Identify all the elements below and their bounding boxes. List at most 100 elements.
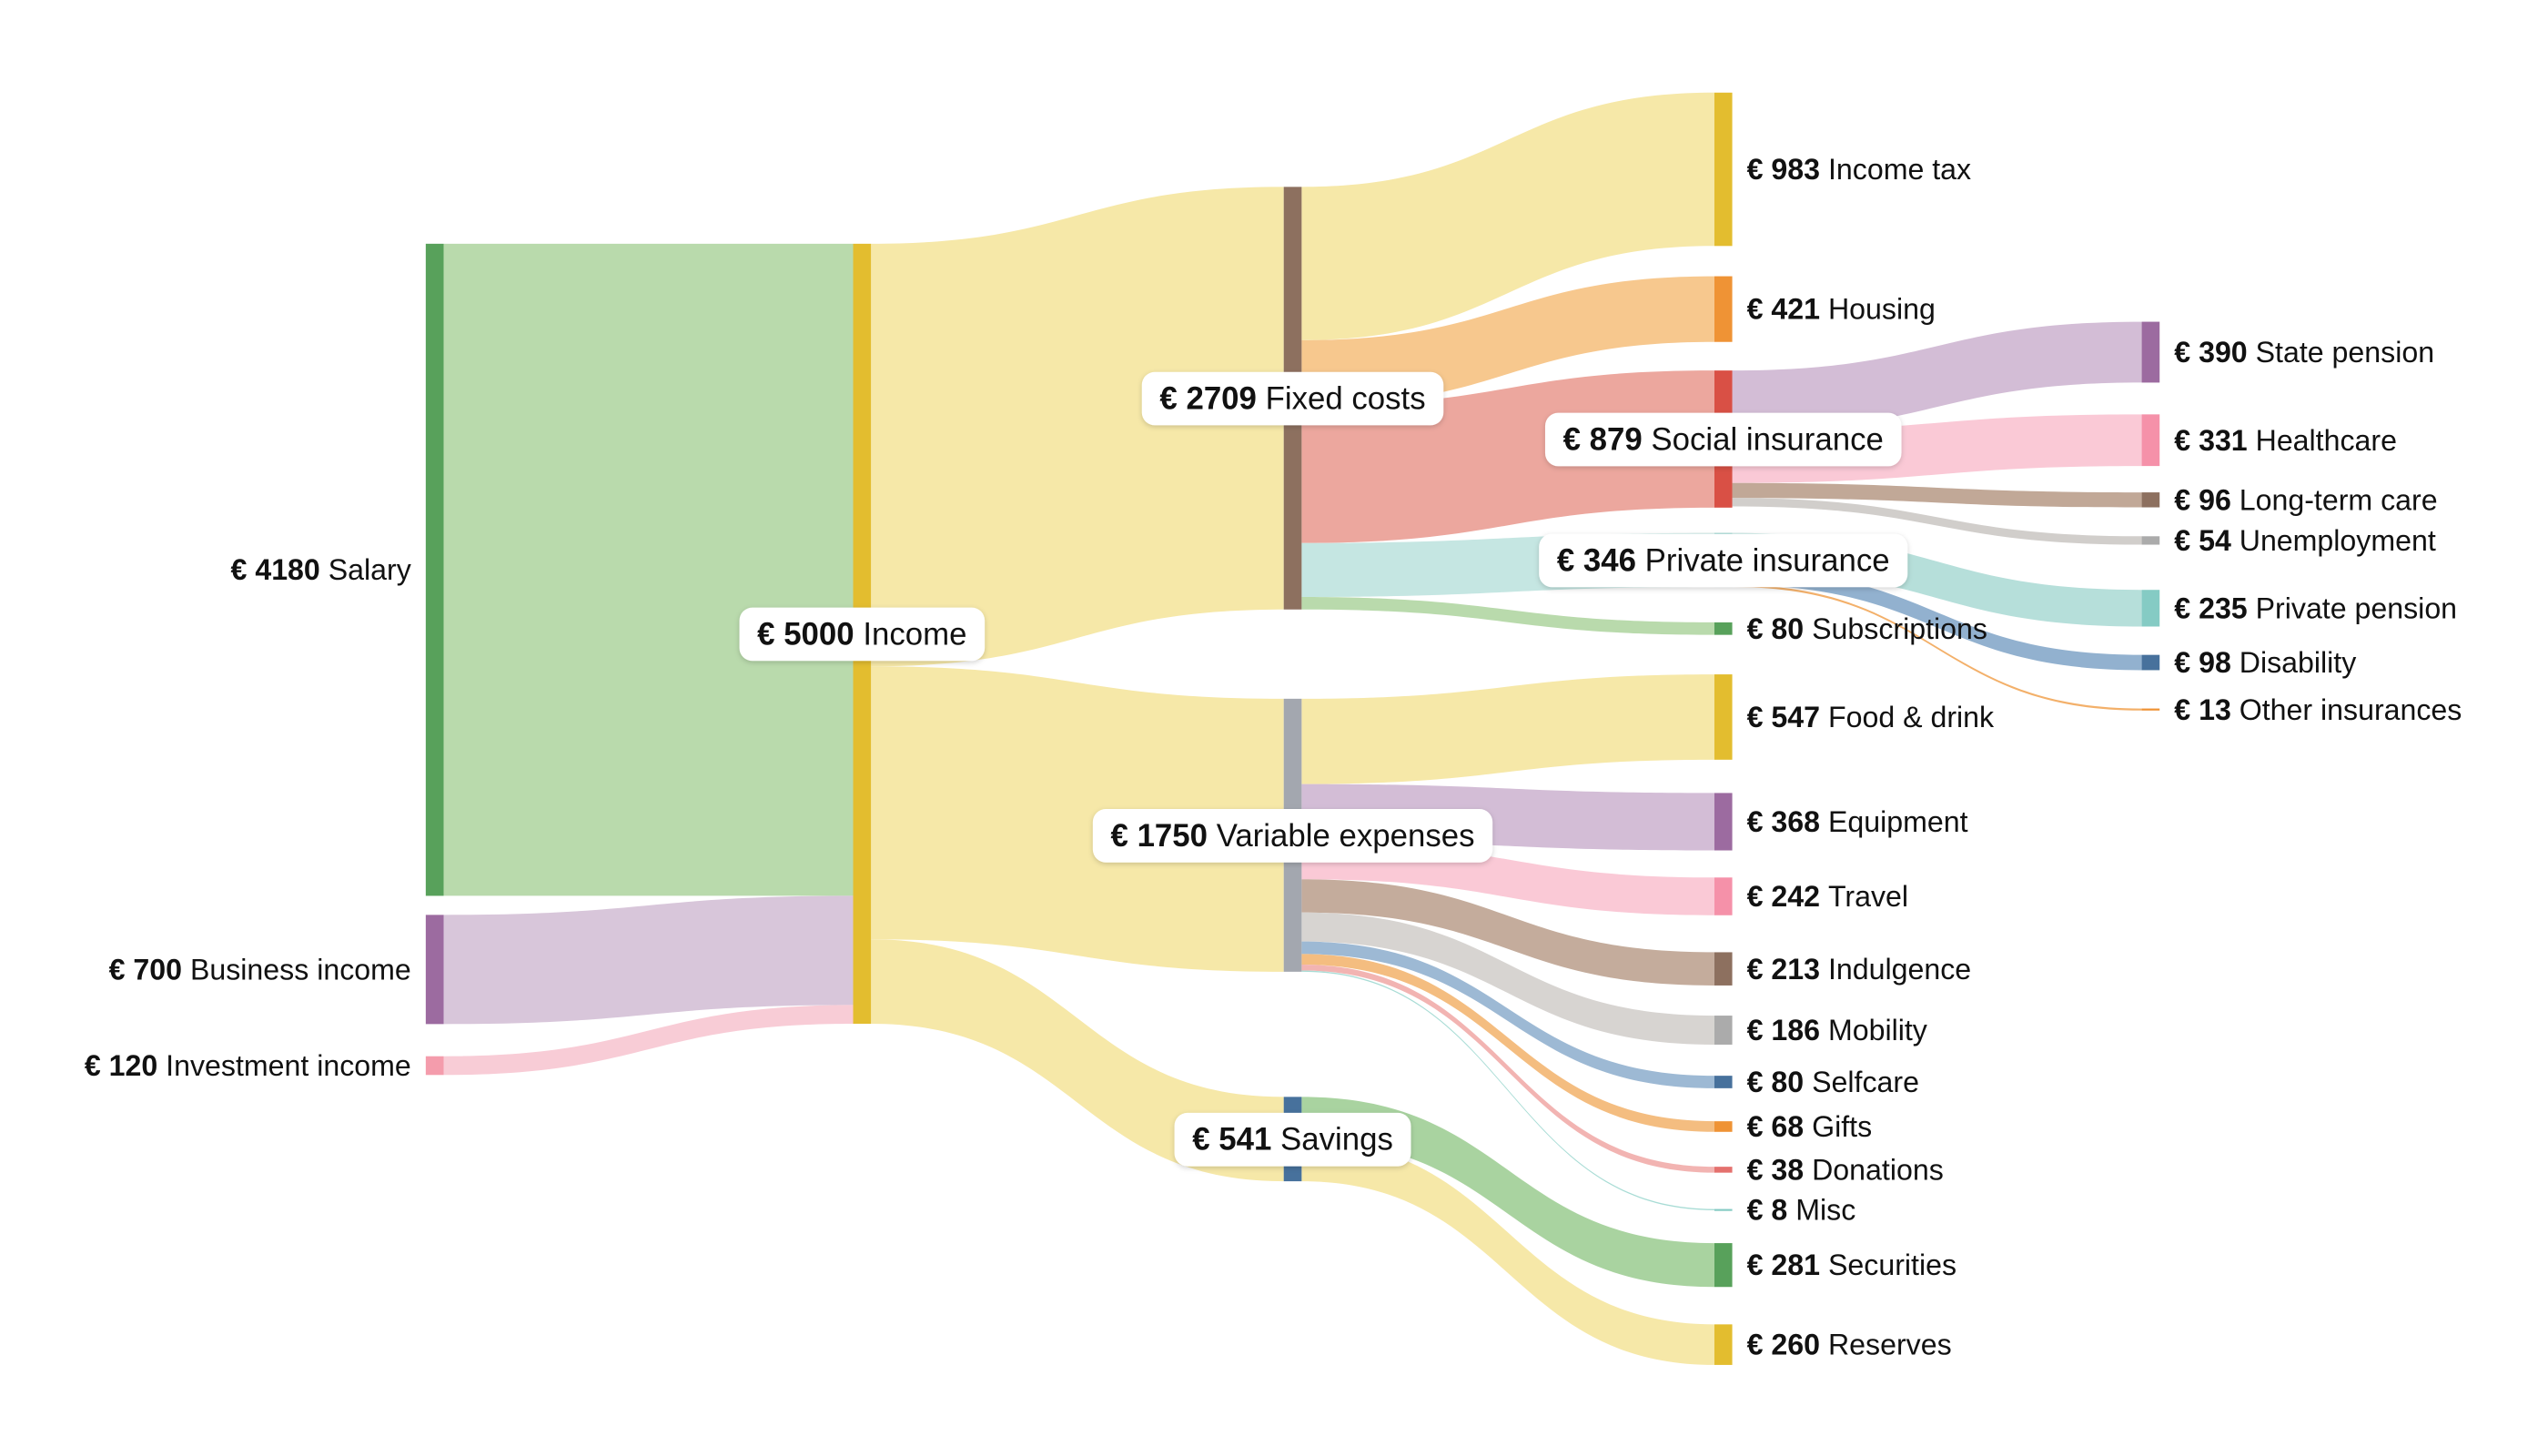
label-name-savings: Savings <box>1271 1122 1393 1158</box>
label-name-travel: Travel <box>1820 880 1908 913</box>
label-amount-income: € 5000 <box>757 616 854 652</box>
label-name-securities: Securities <box>1820 1249 1956 1281</box>
node-disability[interactable] <box>2141 654 2160 671</box>
label-amount-healthcare: € 331 <box>2174 424 2247 457</box>
label-gifts: € 68 Gifts <box>1747 1110 1873 1143</box>
label-amount-savings: € 541 <box>1192 1122 1271 1158</box>
label-name-mobility: Mobility <box>1820 1014 1927 1046</box>
node-healthcare[interactable] <box>2141 414 2160 467</box>
flow-fixed_costs-to-income_tax[interactable] <box>1301 92 1714 340</box>
label-name-variable_expenses: Variable expenses <box>1208 818 1475 854</box>
node-equipment[interactable] <box>1714 793 1733 851</box>
label-amount-securities: € 281 <box>1747 1249 1820 1281</box>
label-reserves: € 260 Reserves <box>1747 1329 1952 1361</box>
flow-variable_expenses-to-indulgence[interactable] <box>1301 879 1714 986</box>
node-securities[interactable] <box>1714 1243 1733 1288</box>
flow-savings-to-reserves[interactable] <box>1301 1140 1714 1365</box>
node-reserves[interactable] <box>1714 1324 1733 1365</box>
node-private_pension[interactable] <box>2141 590 2160 627</box>
label-amount-indulgence: € 213 <box>1747 953 1820 986</box>
node-donations[interactable] <box>1714 1167 1733 1173</box>
node-other_insurances[interactable] <box>2141 708 2160 711</box>
node-income_tax[interactable] <box>1714 92 1733 247</box>
label-amount-income_tax: € 983 <box>1747 153 1820 186</box>
label-amount-investment_income: € 120 <box>85 1049 157 1082</box>
node-unemployment[interactable] <box>2141 536 2160 545</box>
node-selfcare[interactable] <box>1714 1076 1733 1088</box>
flow-variable_expenses-to-mobility[interactable] <box>1301 912 1714 1045</box>
label-amount-mobility: € 186 <box>1747 1014 1820 1046</box>
flow-variable_expenses-to-gifts[interactable] <box>1301 954 1714 1132</box>
label-name-equipment: Equipment <box>1820 805 1968 838</box>
label-business_income: € 700 Business income <box>109 953 411 986</box>
label-name-selfcare: Selfcare <box>1804 1066 1919 1098</box>
node-travel[interactable] <box>1714 877 1733 915</box>
label-subscriptions: € 80 Subscriptions <box>1747 612 1987 645</box>
node-longterm_care[interactable] <box>2141 492 2160 508</box>
label-name-state_pension: State pension <box>2248 336 2434 369</box>
label-name-indulgence: Indulgence <box>1820 953 1971 986</box>
label-income_tax: € 983 Income tax <box>1747 153 1971 186</box>
node-indulgence[interactable] <box>1714 952 1733 986</box>
flow-variable_expenses-to-food_drink[interactable] <box>1301 674 1714 784</box>
label-name-reserves: Reserves <box>1820 1329 1952 1361</box>
flow-private_insurance-to-other_insurances[interactable] <box>1732 584 2142 711</box>
label-name-social_insurance: Social insurance <box>1643 421 1884 457</box>
label-healthcare: € 331 Healthcare <box>2174 424 2397 457</box>
label-donations: € 38 Donations <box>1747 1153 1944 1186</box>
node-misc[interactable] <box>1714 1208 1733 1211</box>
label-amount-private_pension: € 235 <box>2174 592 2247 624</box>
label-amount-gifts: € 68 <box>1747 1110 1805 1143</box>
label-securities: € 281 Securities <box>1747 1249 1956 1281</box>
label-name-gifts: Gifts <box>1804 1110 1872 1143</box>
flow-income-to-variable_expenses[interactable] <box>871 666 1284 972</box>
node-subscriptions[interactable] <box>1714 622 1733 635</box>
label-amount-travel: € 242 <box>1747 880 1820 913</box>
node-investment_income[interactable] <box>425 1056 444 1076</box>
flow-variable_expenses-to-misc[interactable] <box>1301 970 1714 1210</box>
flow-fixed_costs-to-subscriptions[interactable] <box>1301 597 1714 635</box>
flow-variable_expenses-to-donations[interactable] <box>1301 964 1714 1173</box>
label-name-fixed_costs: Fixed costs <box>1257 381 1426 417</box>
label-longterm_care: € 96 Long-term care <box>2174 483 2437 516</box>
label-name-business_income: Business income <box>182 953 411 986</box>
flow-social_insurance-to-state_pension[interactable] <box>1732 321 2142 431</box>
flow-variable_expenses-to-selfcare[interactable] <box>1301 941 1714 1088</box>
label-name-food_drink: Food & drink <box>1820 701 1995 733</box>
flow-social_insurance-to-longterm_care[interactable] <box>1732 482 2142 508</box>
label-amount-longterm_care: € 96 <box>2174 483 2231 516</box>
label-equipment: € 368 Equipment <box>1747 805 1968 838</box>
label-investment_income: € 120 Investment income <box>85 1049 411 1082</box>
flow-investment_income-to-income[interactable] <box>443 1005 854 1076</box>
label-amount-variable_expenses: € 1750 <box>1111 818 1208 854</box>
node-salary[interactable] <box>425 243 444 896</box>
label-amount-food_drink: € 547 <box>1747 701 1820 733</box>
label-income: € 5000 Income <box>757 616 966 652</box>
flow-business_income-to-income[interactable] <box>443 895 854 1025</box>
label-amount-social_insurance: € 879 <box>1563 421 1643 457</box>
node-housing[interactable] <box>1714 276 1733 342</box>
label-amount-selfcare: € 80 <box>1747 1066 1805 1098</box>
label-pill-variable_expenses <box>1092 809 1493 863</box>
label-name-longterm_care: Long-term care <box>2231 483 2438 516</box>
label-variable_expenses: € 1750 Variable expenses <box>1111 818 1475 854</box>
flow-social_insurance-to-unemployment[interactable] <box>1732 498 2142 545</box>
flow-salary-to-income[interactable] <box>443 243 854 896</box>
node-state_pension[interactable] <box>2141 321 2160 383</box>
label-amount-state_pension: € 390 <box>2174 336 2247 369</box>
flow-income-to-fixed_costs[interactable] <box>871 187 1284 667</box>
label-name-income: Income <box>854 616 967 652</box>
node-food_drink[interactable] <box>1714 674 1733 760</box>
sankey-labels: € 4180 Salary € 700 Business income € 120 … <box>85 153 2462 1361</box>
label-selfcare: € 80 Selfcare <box>1747 1066 1919 1098</box>
label-pill-income <box>739 607 986 662</box>
flow-private_insurance-to-disability[interactable] <box>1732 570 2142 671</box>
label-disability: € 98 Disability <box>2174 646 2356 679</box>
label-amount-subscriptions: € 80 <box>1747 612 1805 645</box>
label-food_drink: € 547 Food & drink <box>1747 701 1995 733</box>
node-gifts[interactable] <box>1714 1121 1733 1132</box>
node-business_income[interactable] <box>425 915 444 1025</box>
node-mobility[interactable] <box>1714 1016 1733 1045</box>
label-amount-fixed_costs: € 2709 <box>1159 381 1256 417</box>
